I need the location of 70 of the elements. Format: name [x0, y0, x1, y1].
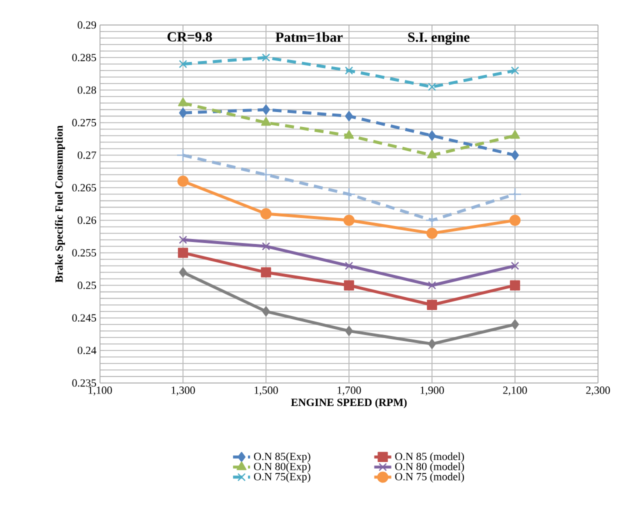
point: [177, 176, 189, 187]
point: [179, 108, 187, 118]
y-tick-label: 0.275: [72, 118, 96, 126]
x-axis-title: ENGINE SPEED (RPM): [291, 398, 407, 408]
point: [259, 168, 273, 182]
y-tick-label: 0.27: [78, 151, 96, 159]
point: [260, 267, 272, 278]
y-tick-label: 0.28: [78, 86, 96, 94]
x-tick-label: 2,300: [586, 386, 610, 396]
x-tick-label: 1,300: [172, 386, 195, 396]
legend-label: O.N 80 (model): [395, 462, 464, 472]
point: [511, 319, 519, 330]
point: [510, 262, 520, 270]
y-tick-label: 0.24: [78, 346, 96, 354]
point: [344, 262, 354, 270]
point: [509, 214, 521, 226]
point: [262, 53, 270, 62]
y-tick-label: 0.29: [78, 21, 96, 29]
point: [344, 130, 354, 139]
legend-label: O.N 85(Exp): [254, 452, 310, 462]
annotation: S.I. engine: [408, 32, 470, 45]
x-tick-label: 1,100: [88, 386, 112, 396]
y-tick-label: 0.245: [72, 314, 96, 322]
point: [427, 150, 437, 158]
point: [344, 280, 354, 290]
point: [344, 66, 354, 75]
y-tick-label: 0.285: [72, 54, 96, 62]
y-axis-title: Brake Specific Fuel Consumption: [54, 125, 65, 283]
annotation: Patm=1bar: [276, 32, 343, 42]
point: [511, 150, 519, 160]
legend-label: O.N 75(Exp): [254, 472, 310, 483]
point: [178, 248, 188, 258]
point: [510, 130, 520, 139]
point: [426, 300, 438, 310]
y-tick-label: 0.255: [72, 249, 96, 257]
point: [178, 60, 188, 68]
point: [262, 242, 270, 250]
point: [345, 326, 353, 336]
x-tick-label: 1,900: [420, 386, 444, 396]
legend-label: O.N 80(Exp): [254, 462, 310, 472]
legend-label: O.N 75 (model): [395, 472, 464, 483]
y-tick-label: 0.25: [78, 282, 96, 290]
point: [260, 208, 272, 220]
point: [345, 111, 353, 122]
point: [428, 281, 436, 290]
point: [176, 148, 190, 162]
point: [343, 214, 355, 226]
y-tick-label: 0.235: [72, 379, 96, 387]
legend-label: O.N 85 (model): [395, 452, 464, 462]
point: [425, 214, 439, 227]
point: [261, 117, 271, 126]
annotation: CR=9.8: [168, 32, 212, 42]
point: [342, 188, 356, 201]
point: [262, 104, 270, 115]
y-tick-label: 0.26: [78, 216, 96, 224]
point: [178, 236, 188, 244]
point: [428, 130, 436, 141]
point: [510, 280, 520, 290]
point: [428, 82, 436, 91]
x-tick-label: 2,100: [503, 386, 527, 396]
point: [510, 66, 520, 75]
x-tick-label: 1,500: [254, 386, 278, 396]
y-tick-label: 0.265: [72, 184, 96, 192]
point: [262, 306, 270, 316]
point: [428, 338, 436, 350]
point: [179, 267, 187, 278]
point: [426, 228, 438, 239]
x-tick-label: 1,700: [338, 386, 361, 396]
point: [508, 188, 522, 201]
point: [178, 98, 188, 106]
